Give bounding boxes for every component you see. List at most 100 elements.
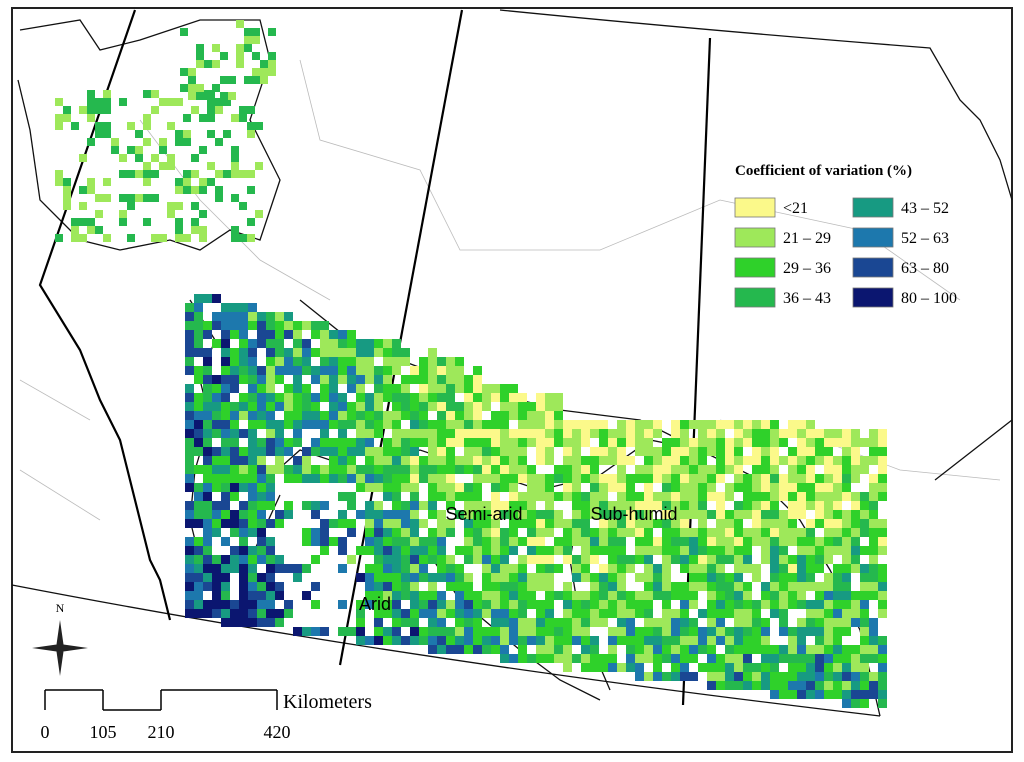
raster-cell — [824, 618, 833, 627]
raster-cell — [383, 411, 392, 420]
raster-cell — [545, 591, 554, 600]
raster-cell — [698, 429, 707, 438]
raster-cell — [500, 537, 509, 546]
raster-cell — [779, 546, 788, 555]
raster-cell — [248, 348, 257, 357]
raster-cell — [563, 582, 572, 591]
raster-cell — [752, 681, 761, 690]
raster-cell — [329, 474, 338, 483]
raster-cell — [419, 573, 428, 582]
raster-cell — [545, 654, 554, 663]
raster-cell — [743, 654, 752, 663]
raster-cell — [842, 519, 851, 528]
raster-cell — [590, 528, 599, 537]
raster-cell — [527, 492, 536, 501]
raster-cell — [806, 573, 815, 582]
raster-cell — [689, 438, 698, 447]
raster-cell — [725, 609, 734, 618]
raster-cell — [761, 681, 770, 690]
raster-cell — [698, 573, 707, 582]
raster-cell — [581, 438, 590, 447]
raster-cell — [230, 465, 239, 474]
raster-cell — [617, 492, 626, 501]
raster-cell — [698, 483, 707, 492]
raster-cell — [869, 537, 878, 546]
raster-cell — [230, 474, 239, 483]
raster-cell — [626, 483, 635, 492]
raster-cell — [698, 492, 707, 501]
raster-cell — [482, 420, 491, 429]
raster-cell — [698, 555, 707, 564]
raster-cell — [698, 537, 707, 546]
raster-cell — [842, 528, 851, 537]
raster-cell — [725, 420, 734, 429]
raster-cell — [599, 546, 608, 555]
raster-cell — [491, 645, 500, 654]
raster-cell — [833, 564, 842, 573]
raster-cell — [608, 474, 617, 483]
raster-cell — [536, 420, 545, 429]
legend-label: 52 – 63 — [901, 230, 949, 247]
raster-cell — [455, 636, 464, 645]
raster-cell — [797, 537, 806, 546]
raster-cell — [356, 546, 365, 555]
raster-cell — [248, 519, 257, 528]
raster-cell — [662, 483, 671, 492]
raster-cell — [806, 645, 815, 654]
raster-cell — [401, 411, 410, 420]
raster-cell — [554, 429, 563, 438]
raster-cell — [365, 591, 374, 600]
raster-cell — [374, 627, 383, 636]
raster-cell — [311, 321, 320, 330]
raster-cell — [824, 474, 833, 483]
raster-cell — [392, 627, 401, 636]
raster-cell — [194, 573, 203, 582]
raster-cell — [248, 321, 257, 330]
raster-cell — [194, 492, 203, 501]
raster-cell — [662, 564, 671, 573]
raster-cell — [401, 609, 410, 618]
raster-cell — [248, 510, 257, 519]
raster-cell — [752, 519, 761, 528]
raster-cell — [833, 654, 842, 663]
raster-cell — [446, 456, 455, 465]
raster-cell — [365, 420, 374, 429]
raster-cell — [725, 546, 734, 555]
raster-cell — [689, 600, 698, 609]
raster-cell — [392, 600, 401, 609]
raster-cell — [55, 114, 63, 122]
raster-cell — [392, 393, 401, 402]
raster-cell — [761, 528, 770, 537]
raster-cell — [257, 420, 266, 429]
raster-cell — [347, 627, 356, 636]
raster-cell — [491, 609, 500, 618]
raster-cell — [590, 465, 599, 474]
raster-cell — [212, 519, 221, 528]
raster-cell — [183, 178, 191, 186]
raster-cell — [707, 465, 716, 474]
raster-cell — [680, 492, 689, 501]
raster-cell — [878, 699, 887, 708]
raster-cell — [536, 582, 545, 591]
raster-cell — [572, 654, 581, 663]
raster-cell — [221, 501, 230, 510]
raster-cell — [266, 420, 275, 429]
raster-cell — [554, 438, 563, 447]
raster-cell — [815, 492, 824, 501]
raster-cell — [236, 44, 244, 52]
raster-cell — [815, 519, 824, 528]
raster-cell — [509, 654, 518, 663]
raster-cell — [284, 366, 293, 375]
raster-cell — [680, 564, 689, 573]
raster-cell — [473, 384, 482, 393]
raster-cell — [248, 492, 257, 501]
raster-cell — [635, 474, 644, 483]
raster-cell — [725, 627, 734, 636]
raster-cell — [185, 321, 194, 330]
raster-cell — [653, 618, 662, 627]
raster-cell — [194, 537, 203, 546]
raster-cell — [698, 465, 707, 474]
raster-cell — [824, 501, 833, 510]
raster-cell — [464, 519, 473, 528]
raster-cell — [554, 537, 563, 546]
